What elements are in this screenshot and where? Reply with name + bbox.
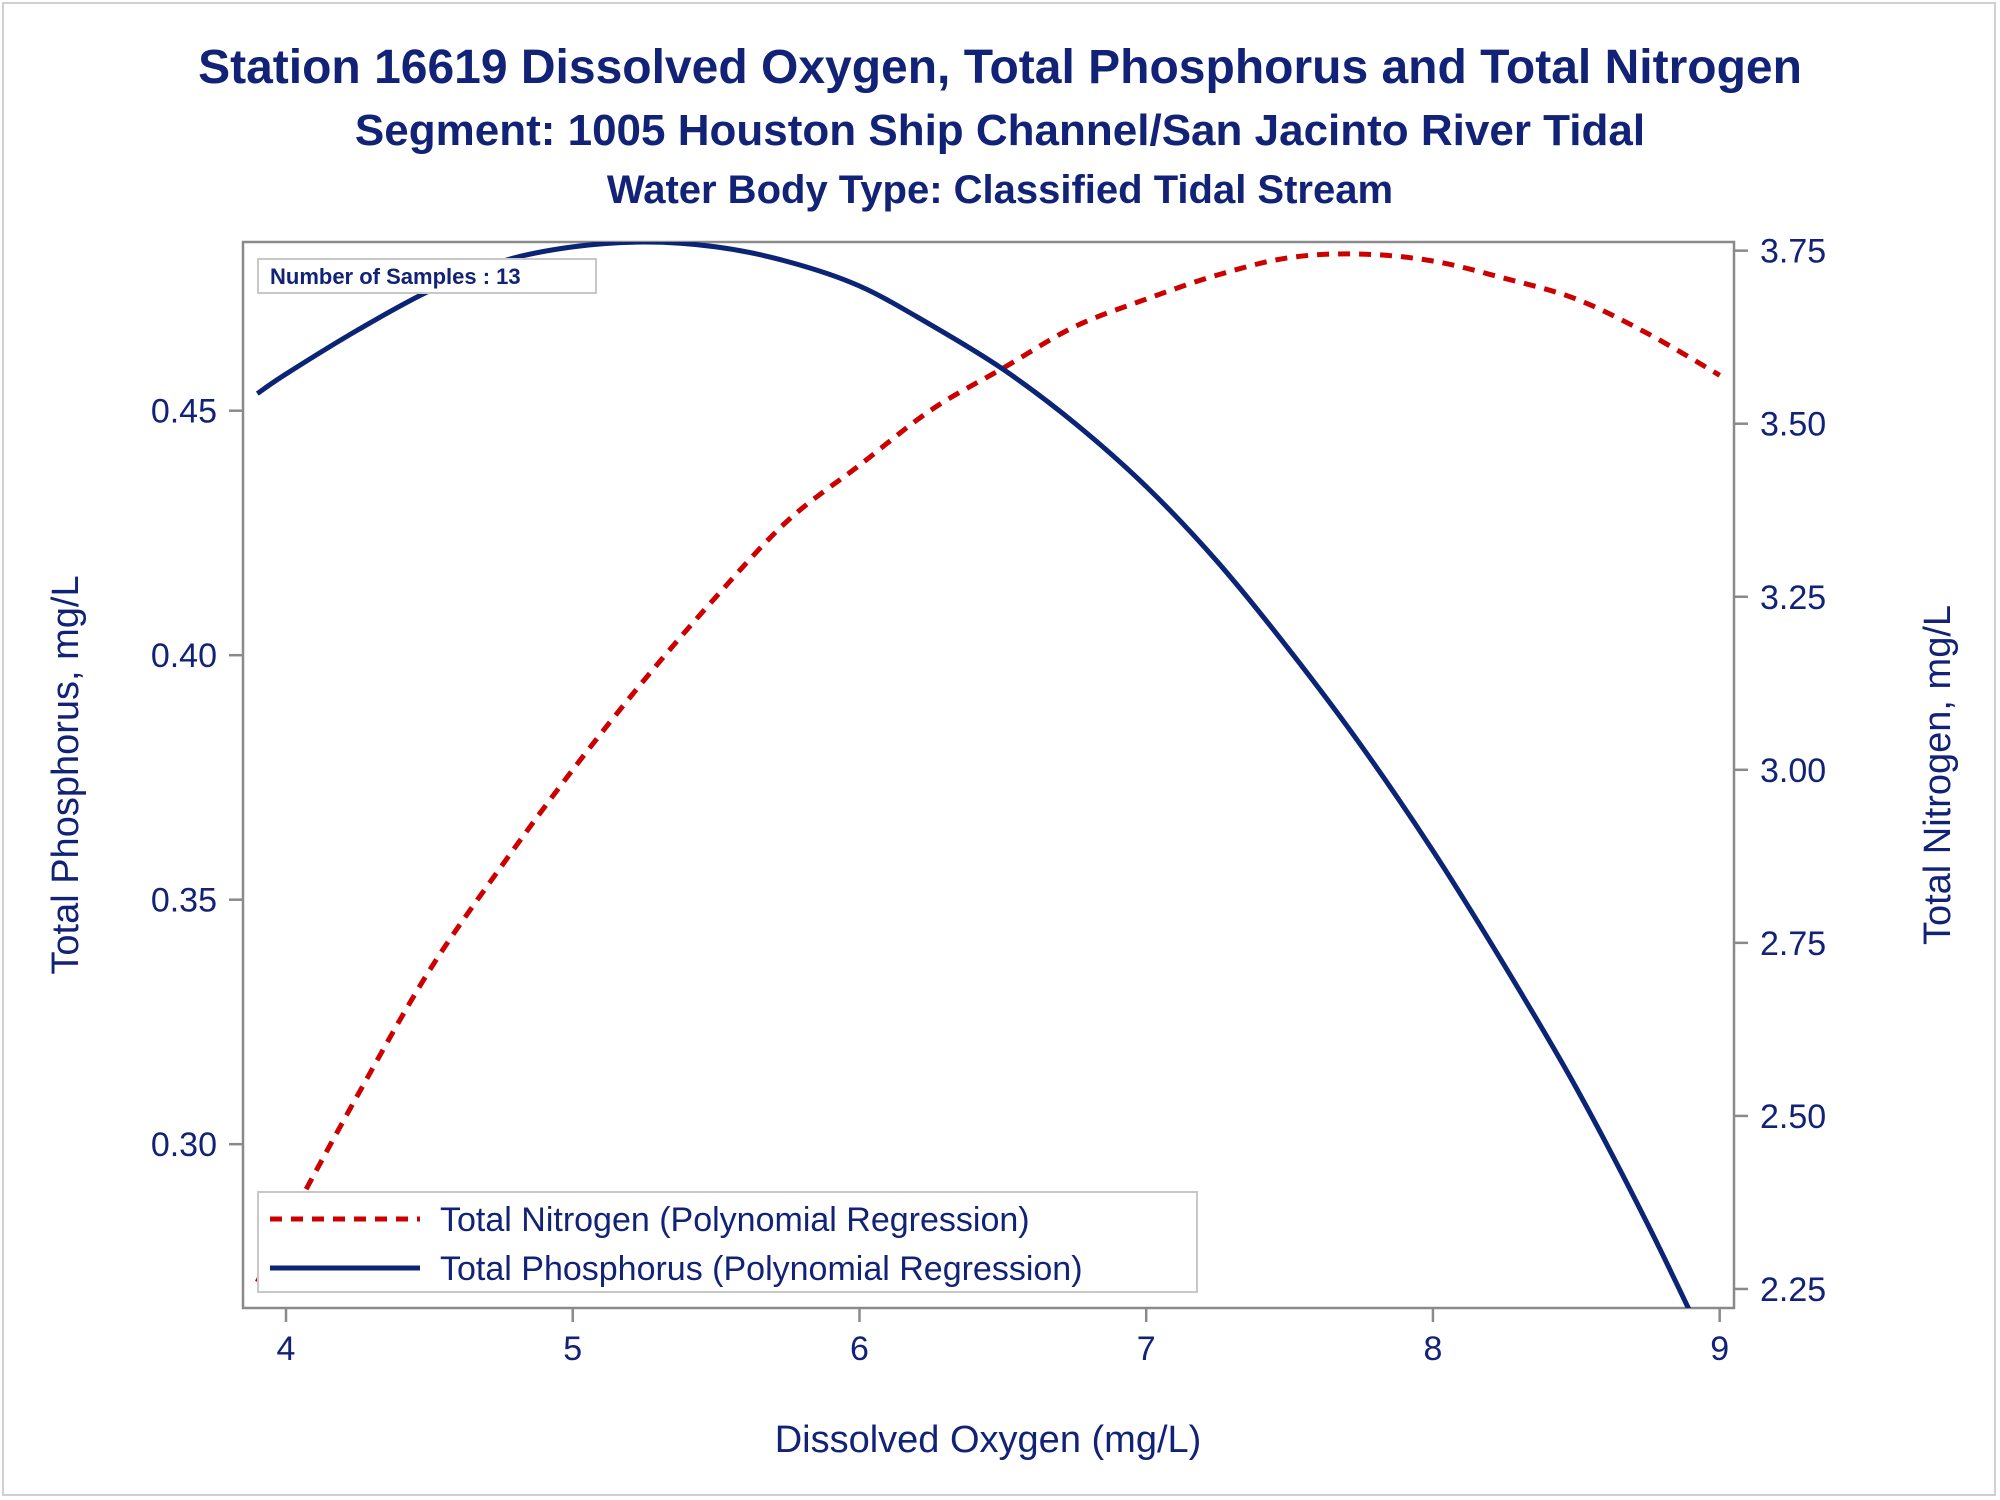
x-axis-label: Dissolved Oxygen (mg/L) [775,1419,1202,1461]
chart-subtitle: Segment: 1005 Houston Ship Channel/San J… [354,106,1646,155]
y-axis-label: Total Phosphorus, mg/L [45,575,87,974]
legend: Total Nitrogen (Polynomial Regression) T… [257,1191,1198,1293]
y-tick-label: 0.35 [151,882,217,920]
sample-count-annotation: Number of Samples : 13 [270,264,521,289]
x-tick-label: 7 [1137,1330,1156,1368]
legend-box [257,1191,1198,1293]
x-tick-label: 8 [1423,1330,1442,1368]
x-tick-label: 9 [1710,1330,1729,1368]
y2-tick-label: 3.25 [1760,579,1826,617]
y2-tick-label: 3.50 [1760,406,1826,444]
x-tick-label: 4 [277,1330,296,1368]
legend-label-phosphorus: Total Phosphorus (Polynomial Regression) [440,1250,1083,1288]
x-tick-label: 5 [563,1330,582,1368]
y2-tick-label: 3.75 [1760,233,1826,271]
series-line-nitrogen [255,251,1721,1284]
y2-tick-label: 2.75 [1760,925,1826,963]
y2-tick-label: 2.50 [1760,1098,1826,1136]
legend-label-nitrogen: Total Nitrogen (Polynomial Regression) [440,1201,1030,1239]
y2-tick-label: 3.00 [1760,752,1826,790]
plot-area [241,240,1736,1310]
chart-subtitle-2: Water Body Type: Classified Tidal Stream [606,168,1394,212]
ticks-layer: 4 5 6 7 8 9 0.30 0.35 0.40 0.45 2.25 2.50 2.75 3.00 3.… [151,233,1826,1368]
y-tick-label: 0.40 [151,637,217,675]
y-tick-label: 0.45 [151,393,217,431]
y2-axis-label: Total Nitrogen, mg/L [1917,605,1959,945]
x-tick-label: 6 [850,1330,869,1368]
sample-count-box [257,258,597,294]
y-tick-label: 0.30 [151,1126,217,1164]
chart-title: Station 16619 Dissolved Oxygen, Total Ph… [198,41,1802,94]
y2-tick-label: 2.25 [1760,1271,1826,1309]
